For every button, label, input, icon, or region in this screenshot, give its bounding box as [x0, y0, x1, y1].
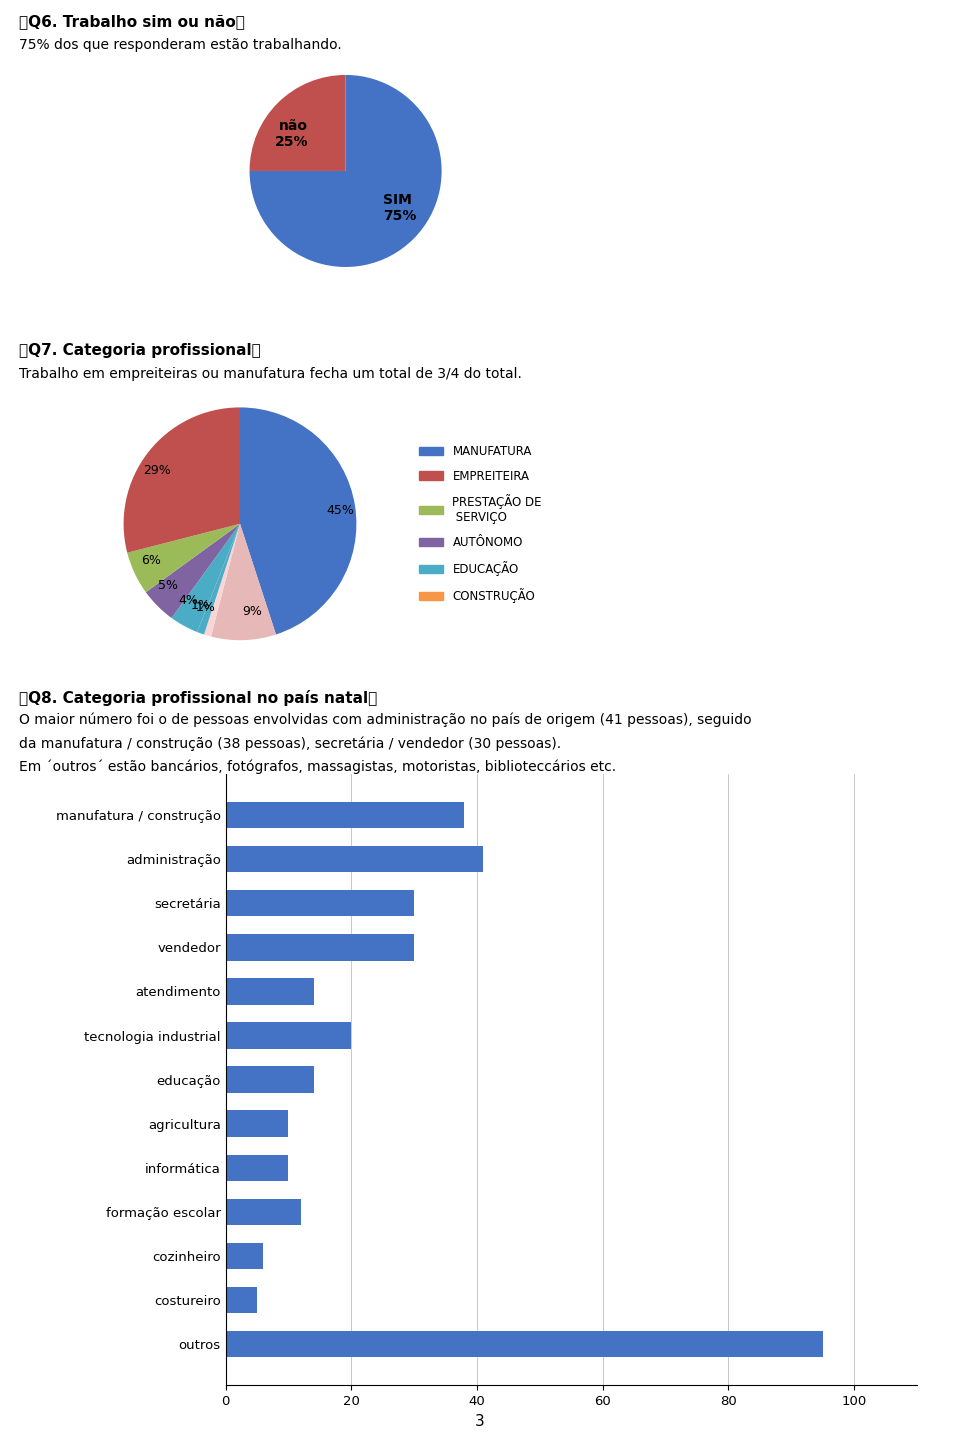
Wedge shape — [250, 74, 442, 266]
Legend: MANUFATURA, EMPREITEIRA, PRESTAÇÃO DE
 SERVIÇO, AUTÔNOMO, EDUCAÇÃO, CONSTRUÇÃO: MANUFATURA, EMPREITEIRA, PRESTAÇÃO DE SE… — [415, 439, 546, 608]
Text: O maior número foi o de pessoas envolvidas com administração no país de origem (: O maior número foi o de pessoas envolvid… — [19, 713, 752, 728]
Text: 45%: 45% — [326, 503, 354, 517]
Bar — [226, 1110, 288, 1136]
Bar — [226, 1331, 823, 1358]
Wedge shape — [128, 524, 240, 592]
Wedge shape — [250, 74, 346, 172]
Bar — [226, 1023, 351, 1049]
Text: SIM
75%: SIM 75% — [383, 194, 417, 224]
Wedge shape — [124, 407, 240, 553]
Bar — [226, 1199, 301, 1225]
Bar — [226, 978, 314, 1004]
Bar — [226, 934, 414, 960]
Bar — [226, 845, 483, 873]
Bar — [226, 802, 465, 828]
Bar — [226, 1286, 257, 1314]
Text: 【Q7. Categoria profissional】: 【Q7. Categoria profissional】 — [19, 343, 261, 358]
Bar — [226, 1243, 263, 1269]
Bar — [226, 1067, 314, 1093]
Text: Em ´outros´ estão bancários, fotógrafos, massagistas, motoristas, biblioteccário: Em ´outros´ estão bancários, fotógrafos,… — [19, 760, 616, 774]
Text: 5%: 5% — [158, 579, 179, 592]
Text: não
25%: não 25% — [275, 118, 308, 148]
Text: 9%: 9% — [243, 605, 263, 617]
Text: 4%: 4% — [178, 594, 198, 607]
Wedge shape — [211, 524, 276, 640]
Wedge shape — [240, 407, 356, 634]
Text: 3: 3 — [475, 1414, 485, 1429]
Text: 1%: 1% — [196, 601, 216, 614]
Wedge shape — [146, 524, 240, 618]
Text: 【Q8. Categoria profissional no país natal】: 【Q8. Categoria profissional no país nata… — [19, 690, 377, 706]
Text: 1%: 1% — [190, 599, 210, 613]
Bar — [226, 1155, 288, 1181]
Wedge shape — [172, 524, 240, 631]
Text: 6%: 6% — [141, 554, 161, 567]
Wedge shape — [197, 524, 240, 634]
Wedge shape — [204, 524, 240, 636]
Bar — [226, 890, 414, 917]
Text: da manufatura / construção (38 pessoas), secretária / vendedor (30 pessoas).: da manufatura / construção (38 pessoas),… — [19, 736, 562, 751]
Text: Trabalho em empreiteiras ou manufatura fecha um total de 3/4 do total.: Trabalho em empreiteiras ou manufatura f… — [19, 367, 522, 381]
Text: 75% dos que responderam estão trabalhando.: 75% dos que responderam estão trabalhand… — [19, 38, 342, 52]
Text: 【Q6. Trabalho sim ou não】: 【Q6. Trabalho sim ou não】 — [19, 15, 245, 29]
Text: 29%: 29% — [143, 464, 171, 477]
